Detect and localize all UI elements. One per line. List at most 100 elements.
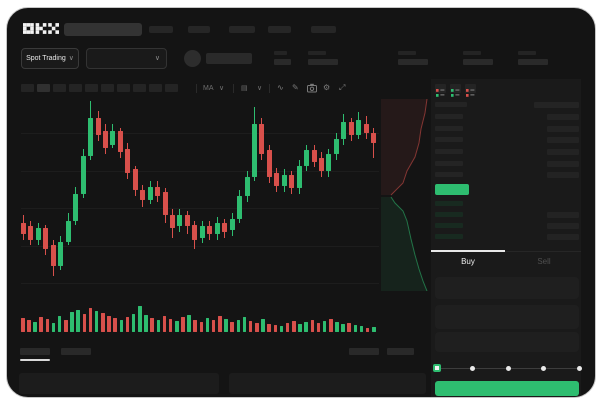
search-input[interactable] <box>64 23 142 36</box>
total-field[interactable] <box>435 332 579 352</box>
timeframe-button[interactable] <box>149 84 162 92</box>
tab-buy[interactable]: Buy <box>461 257 475 266</box>
ask-row-amount[interactable] <box>547 114 579 120</box>
slider-handle[interactable] <box>433 364 441 372</box>
bids-view-icon[interactable] <box>450 84 461 97</box>
timeframe-button[interactable] <box>133 84 146 92</box>
price-field[interactable] <box>435 277 579 299</box>
timeframe-button[interactable] <box>21 84 34 92</box>
chevron-down-icon: ∨ <box>154 55 160 62</box>
timeframe-button[interactable] <box>101 84 114 92</box>
volume-bar <box>372 327 376 332</box>
amount-field[interactable] <box>435 305 579 329</box>
stat-label <box>308 51 326 55</box>
gear-icon[interactable]: ⚙ <box>323 83 331 92</box>
ask-row-amount[interactable] <box>547 172 579 178</box>
timeframe-button[interactable] <box>69 84 82 92</box>
stat-value <box>274 59 291 65</box>
ask-row-price[interactable] <box>435 161 463 166</box>
slider-stop[interactable] <box>505 366 511 371</box>
bottom-tab-history[interactable] <box>61 348 91 355</box>
bottom-action-2[interactable] <box>387 348 414 355</box>
volume-bar <box>82 314 87 332</box>
candle-body <box>43 228 49 250</box>
ask-row-price[interactable] <box>435 172 463 177</box>
nav-item[interactable] <box>229 26 255 33</box>
combined-view-icon[interactable] <box>435 84 446 97</box>
volume-bar <box>359 326 364 332</box>
wave-icon[interactable]: ∿ <box>277 83 284 92</box>
ask-row-amount[interactable] <box>547 126 579 132</box>
slider-stop[interactable] <box>470 366 475 371</box>
candle-body <box>341 121 347 139</box>
indicator-dropdown[interactable]: MA <box>203 85 214 92</box>
timeframe-button[interactable] <box>165 84 178 92</box>
camera-icon[interactable] <box>307 83 317 96</box>
asks-depth-line <box>390 99 428 196</box>
timeframe-button[interactable] <box>53 84 66 92</box>
volume-bar <box>187 315 191 332</box>
buy-submit-button[interactable] <box>435 381 579 396</box>
bid-row-price[interactable] <box>435 212 463 217</box>
market-type-selector[interactable]: Spot Trading ∨ <box>21 48 79 69</box>
volume-bar <box>168 319 173 332</box>
ask-row-amount[interactable] <box>547 149 579 155</box>
candle-body <box>162 192 168 215</box>
volume-bar <box>162 316 167 332</box>
bid-row-price[interactable] <box>435 201 463 206</box>
volume-bar <box>76 310 80 332</box>
nav-item[interactable] <box>188 26 210 33</box>
asks-depth-area <box>381 99 427 195</box>
bid-row-amount[interactable] <box>547 212 579 218</box>
tab-sell[interactable]: Sell <box>537 257 551 266</box>
bid-row-amount[interactable] <box>547 234 579 240</box>
ask-row-price[interactable] <box>435 126 463 131</box>
candle-body <box>319 158 324 172</box>
candle-body <box>155 186 161 196</box>
asks-view-icon[interactable] <box>465 84 476 97</box>
volume-bar <box>39 317 43 332</box>
candle-body <box>132 169 138 191</box>
last-price-button[interactable] <box>435 184 469 195</box>
bid-row-price[interactable] <box>435 223 463 228</box>
bottom-tab-orders[interactable] <box>20 348 50 355</box>
pair-dropdown[interactable]: ∨ <box>86 48 167 69</box>
candle-body <box>117 131 123 153</box>
ask-row-price[interactable] <box>435 137 463 142</box>
ask-row-amount[interactable] <box>547 161 579 167</box>
ask-row-price[interactable] <box>435 114 463 119</box>
ask-row-price[interactable] <box>435 149 463 154</box>
candle-body <box>266 150 272 177</box>
stat-label <box>398 51 416 55</box>
stat-value <box>308 59 338 65</box>
pencil-icon[interactable]: ✎ <box>292 83 299 92</box>
timeframe-button[interactable] <box>85 84 98 92</box>
fullscreen-icon[interactable]: ⤢ <box>339 83 346 92</box>
candlestick-chart[interactable] <box>21 101 379 291</box>
bottom-tab-active-indicator <box>20 359 50 361</box>
gridline <box>21 133 379 134</box>
volume-bar <box>211 320 216 332</box>
pair-name-placeholder[interactable] <box>206 53 252 64</box>
bottom-action-1[interactable] <box>349 348 379 355</box>
timeframe-button[interactable] <box>37 84 50 92</box>
candle-body <box>214 222 220 234</box>
nav-item[interactable] <box>311 26 336 33</box>
volume-bar <box>150 318 154 332</box>
bid-row-price[interactable] <box>435 234 463 239</box>
chevron-down-icon: ∨ <box>68 55 74 62</box>
candle-body <box>50 245 56 267</box>
nav-item[interactable] <box>268 26 291 33</box>
slider-stop[interactable] <box>541 366 546 371</box>
okx-logo <box>23 23 59 34</box>
stat-label <box>463 51 481 55</box>
volume-bar <box>101 313 105 332</box>
bid-row-amount[interactable] <box>547 223 579 229</box>
slider-stop[interactable] <box>576 366 582 371</box>
ask-row-amount[interactable] <box>547 137 579 143</box>
volume-bar <box>316 323 321 332</box>
chart-style-dropdown[interactable]: ▤ <box>241 85 248 92</box>
timeframe-button[interactable] <box>117 84 130 92</box>
nav-item[interactable] <box>149 26 173 33</box>
candle-body <box>274 173 280 187</box>
